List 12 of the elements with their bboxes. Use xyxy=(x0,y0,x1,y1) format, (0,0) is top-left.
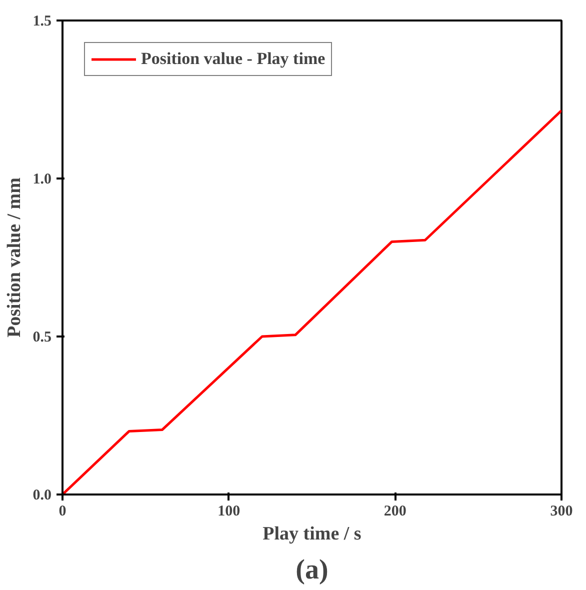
y-tick-label: 0.5 xyxy=(32,330,52,346)
y-tick-label: 1.5 xyxy=(32,14,52,30)
y-axis-title: Position value / mm xyxy=(4,177,25,338)
x-axis-title: Play time / s xyxy=(262,524,362,544)
x-tick-label: 0 xyxy=(58,504,66,520)
x-tick-label: 100 xyxy=(218,504,240,520)
y-tick-label: 0.0 xyxy=(32,488,52,504)
text: (a) xyxy=(296,554,328,586)
x-tick-label: 300 xyxy=(550,504,573,520)
x-tick-label: 200 xyxy=(384,504,406,520)
legend-label: Position value - Play time xyxy=(141,49,326,69)
y-tick-label: 1.0 xyxy=(32,172,52,188)
